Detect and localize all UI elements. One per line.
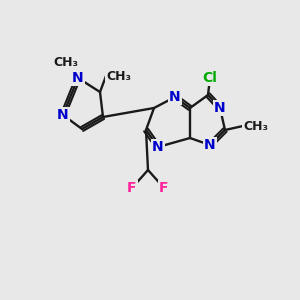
- Text: N: N: [72, 71, 84, 85]
- Text: CH₃: CH₃: [106, 70, 131, 83]
- Text: N: N: [152, 140, 164, 154]
- Text: N: N: [214, 101, 226, 115]
- Text: N: N: [204, 138, 216, 152]
- Text: CH₃: CH₃: [53, 56, 79, 70]
- Text: N: N: [169, 90, 181, 104]
- Text: F: F: [159, 181, 169, 195]
- Text: CH₃: CH₃: [243, 119, 268, 133]
- Text: F: F: [127, 181, 137, 195]
- Text: Cl: Cl: [202, 71, 217, 85]
- Text: N: N: [57, 108, 69, 122]
